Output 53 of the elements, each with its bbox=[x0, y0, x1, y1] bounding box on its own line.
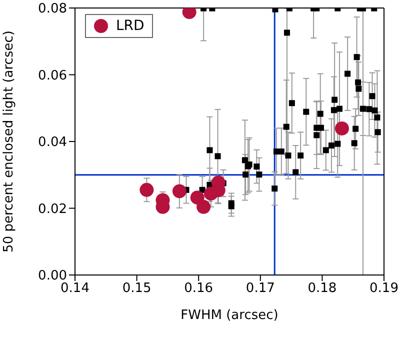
y-axis-title: 50 percent enclosed light (arcsec) bbox=[2, 30, 17, 252]
point bbox=[284, 30, 290, 36]
point bbox=[322, 147, 329, 154]
point bbox=[374, 129, 381, 136]
point bbox=[344, 70, 351, 77]
x-tick-label: 0.14 bbox=[60, 281, 90, 296]
point bbox=[318, 124, 324, 131]
point bbox=[317, 110, 324, 117]
y-tick-label: 0.06 bbox=[38, 68, 67, 84]
point bbox=[228, 203, 234, 210]
point bbox=[283, 124, 290, 130]
point bbox=[292, 169, 299, 176]
point bbox=[256, 172, 262, 178]
point bbox=[374, 114, 380, 120]
point bbox=[314, 132, 320, 138]
point bbox=[242, 172, 249, 178]
point bbox=[330, 107, 337, 114]
point bbox=[355, 79, 362, 86]
x-tick-label: 0.17 bbox=[246, 281, 275, 296]
point bbox=[242, 157, 248, 164]
point bbox=[172, 184, 186, 198]
point bbox=[278, 148, 284, 155]
point bbox=[140, 182, 154, 197]
y-tick-label: 0.08 bbox=[38, 2, 67, 17]
point bbox=[352, 126, 359, 132]
point bbox=[303, 108, 310, 115]
point bbox=[196, 200, 211, 214]
point bbox=[366, 106, 372, 112]
y-tick-label: 0.04 bbox=[38, 135, 67, 150]
point bbox=[372, 107, 378, 114]
point bbox=[332, 96, 338, 103]
point bbox=[334, 121, 349, 136]
point bbox=[356, 86, 362, 92]
point bbox=[351, 140, 358, 146]
point bbox=[328, 142, 334, 149]
x-tick-label: 0.15 bbox=[122, 281, 152, 296]
point bbox=[288, 100, 295, 106]
x-tick-label: 0.16 bbox=[184, 281, 214, 296]
point bbox=[336, 106, 343, 112]
x-tick-label: 0.19 bbox=[370, 281, 398, 296]
point bbox=[214, 153, 221, 160]
point bbox=[206, 147, 213, 154]
y-tick-label: 0.02 bbox=[38, 202, 67, 217]
point bbox=[298, 152, 304, 159]
legend-label: LRD bbox=[116, 18, 144, 34]
y-tick-label: 0.00 bbox=[38, 268, 67, 284]
x-axis-title: FWHM (arcsec) bbox=[180, 308, 278, 323]
point bbox=[360, 106, 366, 112]
point bbox=[369, 93, 376, 100]
point bbox=[334, 140, 341, 147]
point bbox=[254, 164, 260, 170]
point bbox=[272, 186, 278, 192]
x-tick-label: 0.18 bbox=[308, 281, 337, 296]
